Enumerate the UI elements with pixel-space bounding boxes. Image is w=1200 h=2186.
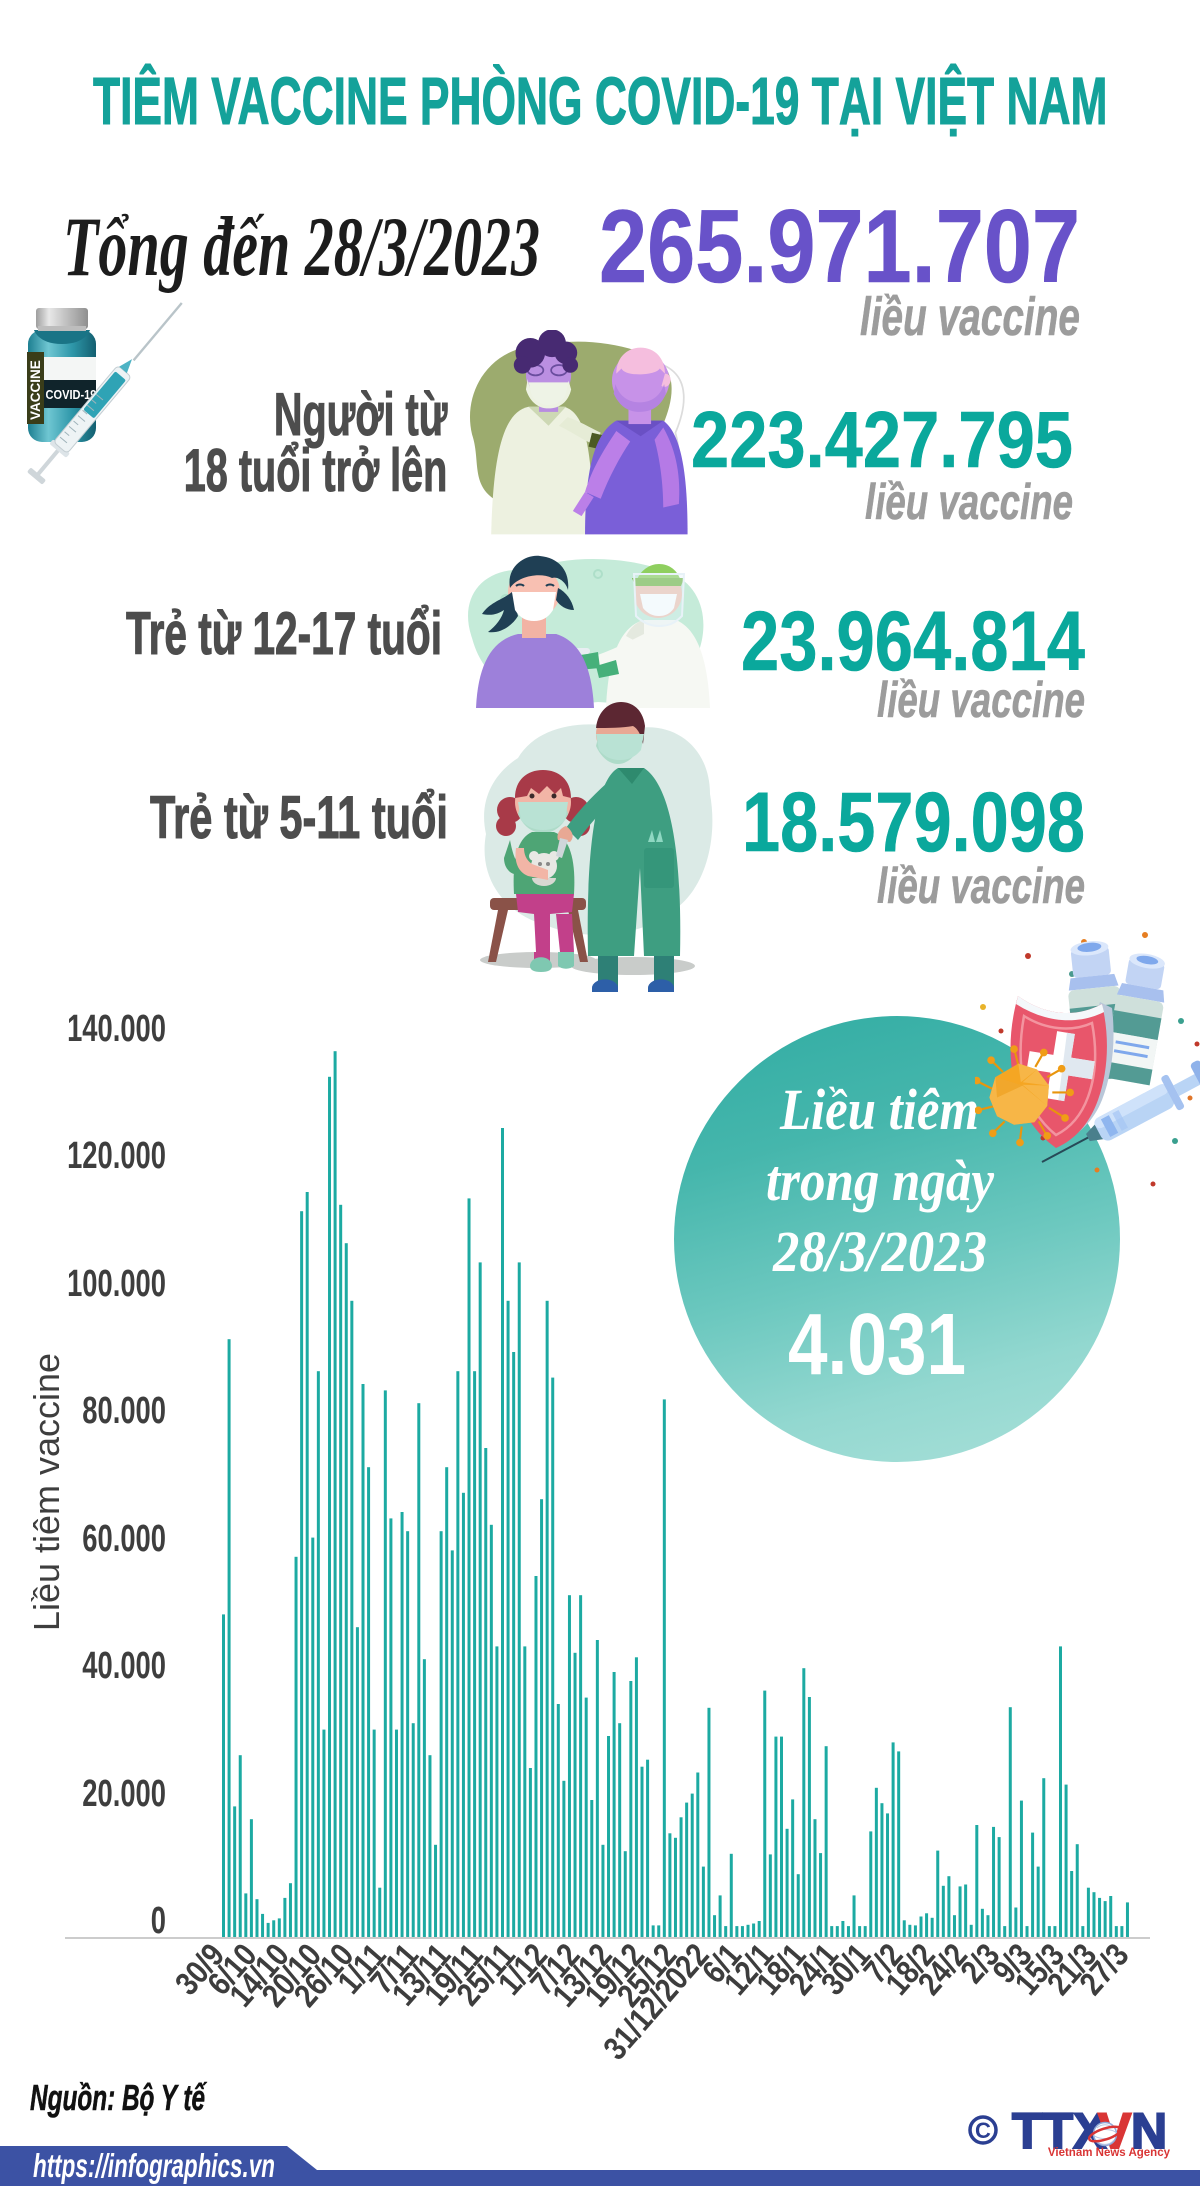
svg-text:0: 0 xyxy=(151,1900,166,1942)
svg-text:Liều tiêm vaccine: Liều tiêm vaccine xyxy=(26,1353,67,1631)
svg-text:80.000: 80.000 xyxy=(82,1390,166,1432)
svg-text:40.000: 40.000 xyxy=(82,1645,166,1687)
svg-text:COVID-19: COVID-19 xyxy=(46,387,97,402)
svg-text:Vietnam News Agency: Vietnam News Agency xyxy=(1048,2147,1171,2159)
svg-text:120.000: 120.000 xyxy=(67,1135,166,1177)
svg-text:100.000: 100.000 xyxy=(67,1263,166,1305)
svg-text:VACCINE: VACCINE xyxy=(28,360,43,420)
svg-text:60.000: 60.000 xyxy=(82,1518,166,1560)
svg-text:C: C xyxy=(975,2118,991,2143)
svg-text:https://infographics.vn: https://infographics.vn xyxy=(33,2147,275,2184)
svg-text:TTX: TTX xyxy=(1012,2103,1106,2159)
svg-text:20.000: 20.000 xyxy=(82,1773,166,1815)
svg-text:N: N xyxy=(1131,2103,1167,2159)
svg-text:140.000: 140.000 xyxy=(67,1008,166,1050)
